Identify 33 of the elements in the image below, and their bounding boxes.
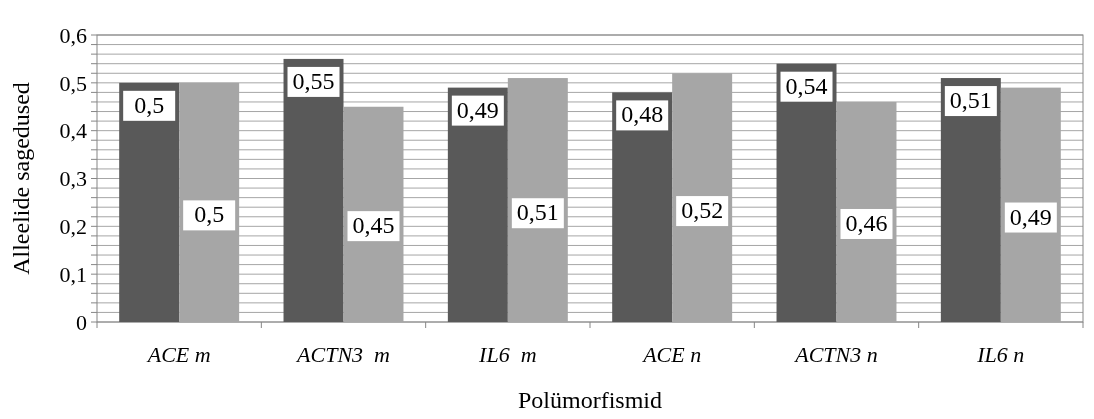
- y-tick-label: 0: [76, 309, 87, 335]
- data-label: 0,5: [194, 201, 225, 228]
- data-label: 0,52: [681, 197, 724, 224]
- bar: [447, 87, 508, 322]
- data-label: 0,51: [516, 199, 559, 226]
- x-tick-label: IL6 n: [976, 342, 1025, 367]
- bar: [940, 78, 1001, 322]
- x-axis-title: Polümorfismid: [517, 387, 663, 413]
- data-label: 0,45: [352, 212, 395, 239]
- data-label: 0,48: [621, 101, 664, 128]
- y-tick-label: 0,6: [59, 22, 87, 48]
- y-tick-label: 0,5: [59, 70, 87, 96]
- data-label: 0,51: [949, 87, 992, 114]
- data-label: 0,54: [785, 72, 828, 99]
- data-label: 0,49: [456, 96, 499, 123]
- x-tick-label: ACTN3 m: [295, 342, 390, 367]
- data-label: 0,46: [845, 209, 888, 236]
- data-label: 0,5: [134, 91, 165, 118]
- y-tick-label: 0,1: [59, 261, 87, 287]
- data-label: 0,55: [292, 67, 335, 94]
- y-axis-title: Alleelide sagedused: [8, 82, 34, 275]
- bar: [776, 63, 837, 322]
- x-tick-label: ACTN3 n: [793, 342, 878, 367]
- x-tick-label: ACE m: [145, 342, 211, 367]
- y-tick-label: 0,3: [59, 166, 87, 192]
- data-label: 0,49: [1009, 203, 1052, 230]
- y-tick-label: 0,4: [59, 118, 87, 144]
- bar: [119, 82, 180, 322]
- bar: [283, 58, 344, 322]
- y-tick-label: 0,2: [59, 214, 87, 240]
- x-tick-label: IL6 m: [478, 342, 537, 367]
- x-tick-label: ACE n: [641, 342, 702, 367]
- bar: [612, 92, 673, 322]
